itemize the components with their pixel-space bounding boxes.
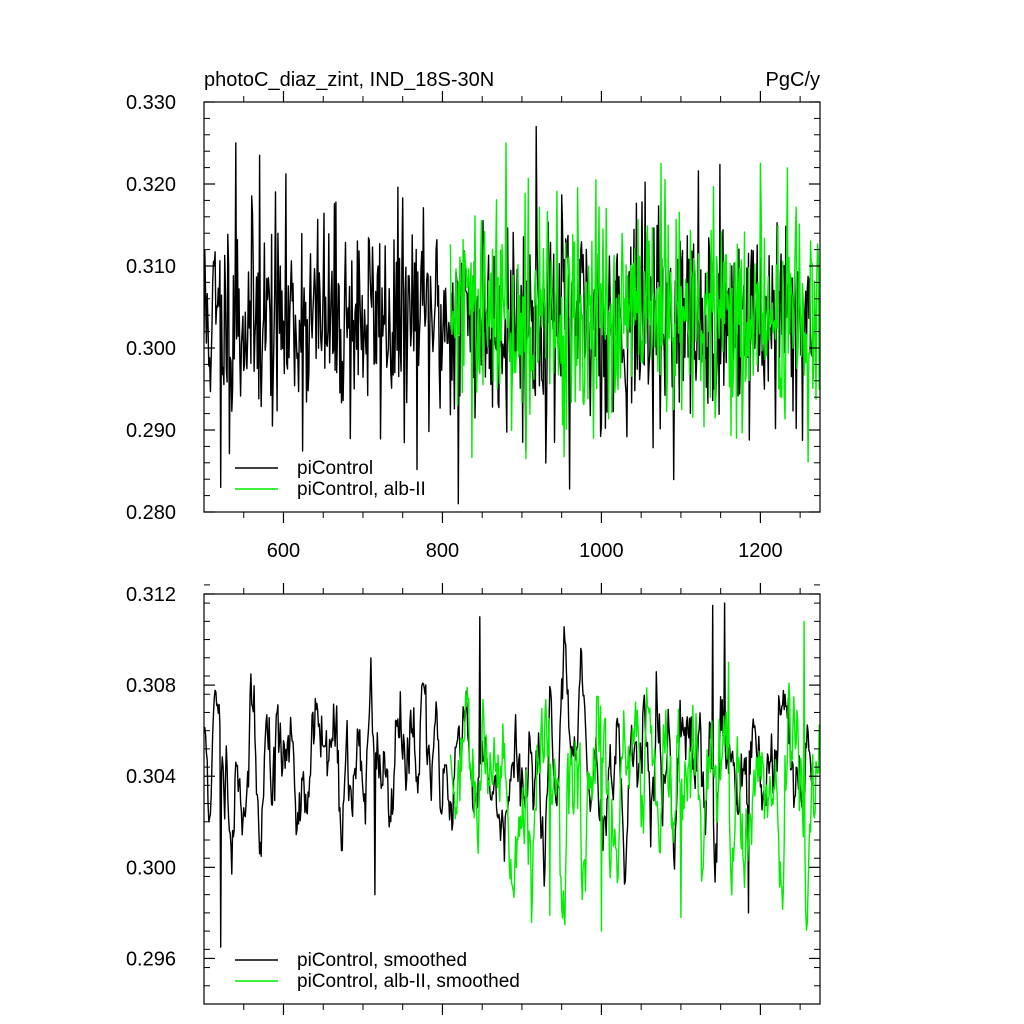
y-tick-label: 0.300 <box>126 338 176 360</box>
y-tick-label: 0.290 <box>126 420 176 442</box>
top-axis-labels: 0.280 0.290 0.300 0.310 0.320 0.330 600 800 1000… <box>126 92 783 562</box>
series-line-picontrol-alb-ii <box>449 142 820 463</box>
y-tick-label: 0.320 <box>126 174 176 196</box>
top-plot-frame <box>203 101 821 513</box>
y-tick-label: 0.330 <box>126 92 176 114</box>
y-tick-label: 0.312 <box>126 584 176 606</box>
y-tick-label: 0.296 <box>126 948 176 970</box>
top-axis-ticks <box>204 91 820 523</box>
y-tick-label: 0.310 <box>126 256 176 278</box>
x-tick-label: 800 <box>426 540 459 562</box>
legend-label: piControl, alb-II, smoothed <box>297 971 520 992</box>
x-tick-label: 600 <box>267 540 300 562</box>
series-line-picontrol-alb-ii <box>449 620 820 932</box>
bottom-series-layer <box>204 602 820 948</box>
bottom-axis-ticks <box>204 583 820 1015</box>
y-tick-label: 0.308 <box>126 675 176 697</box>
x-tick-label: 1000 <box>579 540 624 562</box>
legend-label: piControl, alb-II <box>297 479 426 500</box>
figure-title-left: photoC_diaz_zint, IND_18S-30N <box>204 69 494 91</box>
top-series-layer <box>204 125 820 505</box>
legend-label: piControl, smoothed <box>297 950 467 971</box>
y-tick-label: 0.300 <box>126 857 176 879</box>
x-tick-label: 1200 <box>738 540 783 562</box>
top-panel: 0.280 0.290 0.300 0.310 0.320 0.330 600 800 1000… <box>126 91 821 562</box>
legend-label: piControl <box>297 458 373 479</box>
bottom-plot-frame <box>203 593 821 1005</box>
figure-title-right: PgC/y <box>766 69 820 91</box>
bottom-panel: 0.296 0.300 0.304 0.308 0.312 piControl, smo… <box>126 583 821 1015</box>
y-tick-label: 0.280 <box>126 502 176 524</box>
bottom-axis-labels: 0.296 0.300 0.304 0.308 0.312 <box>126 584 176 970</box>
y-tick-label: 0.304 <box>126 766 176 788</box>
